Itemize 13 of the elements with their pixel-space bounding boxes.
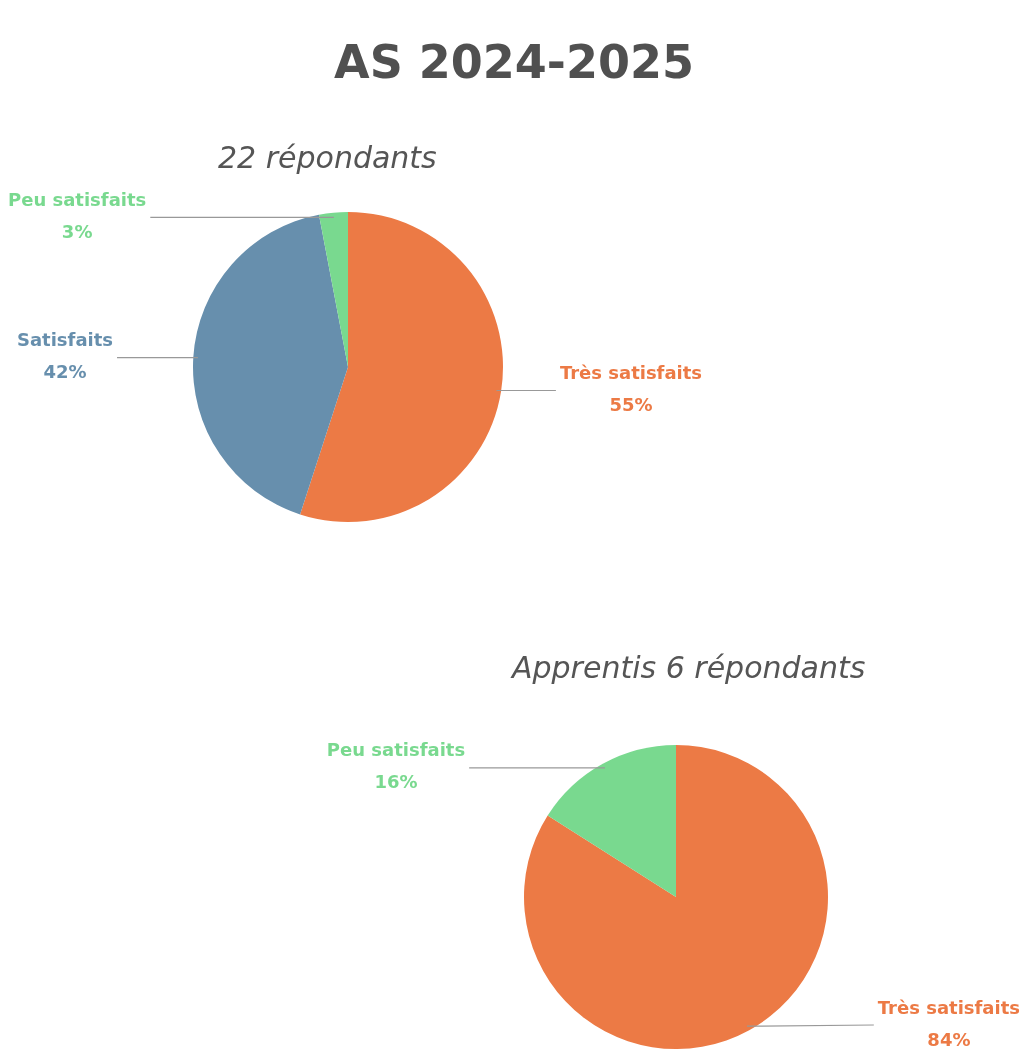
data-label: 55% (609, 394, 653, 416)
slice-label: Peu satisfaits (8, 188, 147, 210)
data-label: 84% (927, 1028, 971, 1050)
chart-title: AS 2024-2025 (333, 35, 695, 89)
chart-subtitle: 22 répondants (218, 140, 437, 175)
data-label: 42% (43, 361, 87, 383)
data-label: 16% (374, 771, 418, 793)
chart-title: Apprentis 6 répondants (512, 650, 866, 685)
slice-label: Très satisfaits (559, 362, 703, 384)
slice-label: Peu satisfaits (326, 739, 466, 761)
data-label: 3% (61, 220, 93, 242)
slice-label: Très satisfaits (877, 996, 1020, 1018)
slice-label: Satisfaits (16, 329, 114, 351)
